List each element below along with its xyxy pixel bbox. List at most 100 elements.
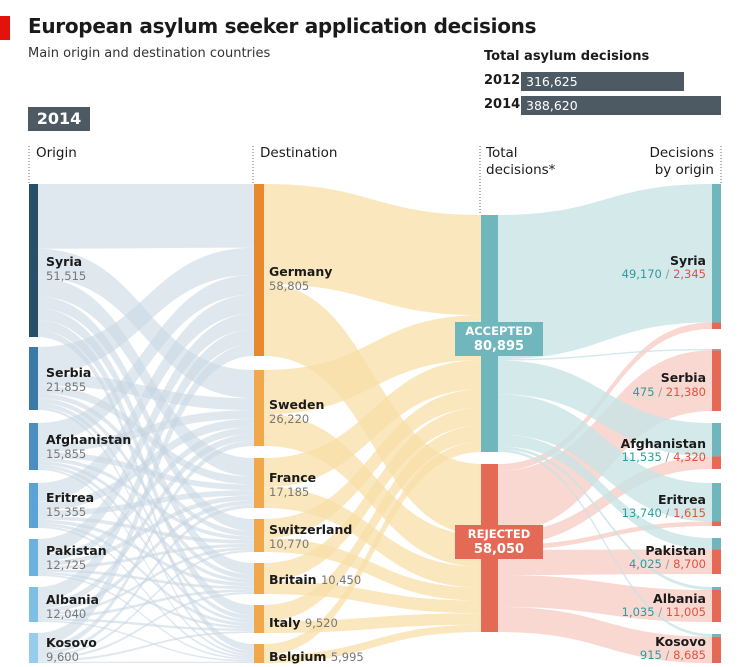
total-bar-2014: 388,620 bbox=[521, 96, 721, 115]
flow-accepted-to-kosovo bbox=[498, 449, 712, 637]
flow-belgium-to-rejected bbox=[264, 624, 482, 663]
decision-sep-pakistan: / bbox=[665, 557, 670, 571]
flow-afghanistan-to-germany bbox=[37, 274, 254, 443]
by-origin-header-line2: by origin bbox=[654, 162, 714, 178]
flow-eritrea-to-italy bbox=[37, 522, 254, 627]
flow-albania-to-sweden bbox=[37, 434, 254, 609]
flow-pakistan-to-germany bbox=[37, 313, 254, 555]
flow-rejected-to-albania bbox=[498, 575, 712, 622]
decision-values-pakistan: 4,025 / 8,700 bbox=[629, 557, 706, 571]
flow-kosovo-to-italy bbox=[37, 631, 254, 662]
destination-bar-switzerland bbox=[254, 519, 264, 552]
total-decisions-header: Total decisions* bbox=[486, 145, 555, 179]
rejected-label-name: REJECTED bbox=[467, 527, 531, 541]
flow-serbia-to-italy bbox=[37, 402, 254, 620]
flow-france-to-accepted bbox=[264, 360, 482, 488]
decision-name-afghanistan: Afghanistan bbox=[620, 436, 706, 451]
total-year-2014: 2014 bbox=[484, 97, 521, 112]
dest-name-belgium-text: Belgium bbox=[269, 649, 327, 664]
dest-value-sweden: 26,220 bbox=[269, 412, 310, 426]
flow-accepted-to-eritrea bbox=[498, 394, 712, 522]
total-decisions-title: Total asylum decisions bbox=[484, 49, 650, 64]
rejected-label-value: 58,050 bbox=[473, 542, 525, 557]
decision-accepted-syria: 49,170 bbox=[621, 267, 662, 281]
flow-albania-to-france bbox=[37, 500, 254, 613]
flow-britain-to-accepted bbox=[264, 407, 482, 582]
flow-syria-to-france bbox=[37, 277, 254, 477]
flow-eritrea-to-belgium bbox=[37, 526, 254, 659]
by-origin-header-line1: Decisions bbox=[649, 145, 714, 161]
origin-name-kosovo: Kosovo bbox=[46, 635, 97, 650]
origin-value-serbia: 21,855 bbox=[46, 380, 87, 394]
decision-rejected-bar-eritrea bbox=[712, 521, 721, 526]
decision-rejected-eritrea: 1,615 bbox=[673, 506, 706, 520]
flow-albania-to-germany bbox=[37, 329, 254, 602]
flow-eritrea-to-germany bbox=[37, 294, 254, 503]
flow-switzerland-to-accepted bbox=[264, 389, 482, 539]
decision-sep-eritrea: / bbox=[665, 506, 670, 520]
flow-albania-to-italy bbox=[37, 618, 254, 632]
decision-accepted-bar-eritrea bbox=[712, 483, 721, 522]
dest-name-belgium: Belgium 5,995 bbox=[269, 649, 364, 664]
dest-name-sweden: Sweden bbox=[269, 397, 325, 412]
decision-accepted-kosovo: 915 bbox=[639, 648, 662, 662]
decision-name-pakistan: Pakistan bbox=[645, 543, 706, 558]
decision-values-eritrea: 13,740 / 1,615 bbox=[622, 506, 706, 520]
year-badge: 2014 bbox=[28, 107, 90, 131]
dest-value-germany: 58,805 bbox=[269, 279, 310, 293]
destination-bar-germany bbox=[254, 184, 264, 356]
flow-rejected-to-eritrea bbox=[498, 521, 712, 550]
decision-name-albania: Albania bbox=[653, 591, 706, 606]
accepted-label-value: 80,895 bbox=[473, 339, 525, 354]
decision-accepted-bar-serbia bbox=[712, 349, 721, 351]
decision-accepted-bar-kosovo bbox=[712, 634, 721, 637]
decision-sep-serbia: / bbox=[658, 385, 663, 399]
origin-value-afghanistan: 15,855 bbox=[46, 447, 87, 461]
origin-bar-albania bbox=[29, 587, 38, 622]
dest-value-italy: 9,520 bbox=[304, 616, 338, 630]
flow-albania-to-belgium bbox=[37, 620, 254, 662]
flow-syria-to-switzerland bbox=[37, 296, 254, 532]
origin-name-afghanistan: Afghanistan bbox=[46, 432, 132, 447]
decision-name-serbia: Serbia bbox=[660, 370, 706, 385]
dest-name-italy-text: Italy bbox=[269, 615, 301, 630]
origin-name-eritrea: Eritrea bbox=[46, 490, 95, 505]
origin-value-albania: 12,040 bbox=[46, 607, 87, 621]
flow-rejected-to-kosovo bbox=[498, 606, 712, 663]
flow-pakistan-to-france bbox=[37, 495, 254, 567]
flow-belgium-to-accepted bbox=[264, 441, 482, 656]
origin-name-pakistan: Pakistan bbox=[46, 543, 107, 558]
destination-bar-italy bbox=[254, 605, 264, 633]
flow-syria-to-germany bbox=[37, 184, 254, 249]
decision-sep-syria: / bbox=[665, 267, 670, 281]
chart-subtitle: Main origin and destination countries bbox=[28, 46, 271, 61]
origin-bar-pakistan bbox=[29, 539, 38, 576]
origin-column-header: Origin bbox=[36, 145, 77, 161]
decision-values-kosovo: 915 / 8,685 bbox=[640, 648, 706, 662]
decision-rejected-bar-albania bbox=[712, 590, 721, 622]
destination-bar-britain bbox=[254, 563, 264, 594]
decision-rejected-bar-pakistan bbox=[712, 549, 721, 574]
decision-rejected-albania: 11,005 bbox=[665, 605, 706, 619]
total-decisions-header-line2: decisions* bbox=[486, 162, 556, 178]
destination-column-header: Destination bbox=[260, 145, 338, 161]
origin-bar-syria bbox=[29, 184, 38, 337]
origin-value-pakistan: 12,725 bbox=[46, 558, 87, 572]
decision-values-albania: 1,035 / 11,005 bbox=[622, 605, 706, 619]
decision-sep-albania: / bbox=[658, 605, 663, 619]
dest-name-britain-text: Britain bbox=[269, 572, 317, 587]
origin-destination-flows bbox=[37, 184, 254, 663]
decision-sep-kosovo: / bbox=[665, 648, 670, 662]
flow-accepted-to-afghanistan bbox=[498, 360, 712, 457]
decision-rejected-afghanistan: 4,320 bbox=[673, 450, 706, 464]
flow-kosovo-to-britain bbox=[37, 591, 254, 660]
decision-rejected-bar-syria bbox=[712, 322, 721, 329]
origin-name-serbia: Serbia bbox=[46, 365, 92, 380]
flow-kosovo-to-sweden bbox=[37, 440, 254, 652]
flow-kosovo-to-germany bbox=[37, 344, 254, 646]
decision-rejected-bar-serbia bbox=[712, 350, 721, 411]
total-year-2012: 2012 bbox=[484, 73, 521, 88]
total-bar-2012: 316,625 bbox=[521, 72, 684, 91]
destination-status-flows bbox=[264, 184, 482, 663]
dest-value-france: 17,185 bbox=[269, 485, 310, 499]
